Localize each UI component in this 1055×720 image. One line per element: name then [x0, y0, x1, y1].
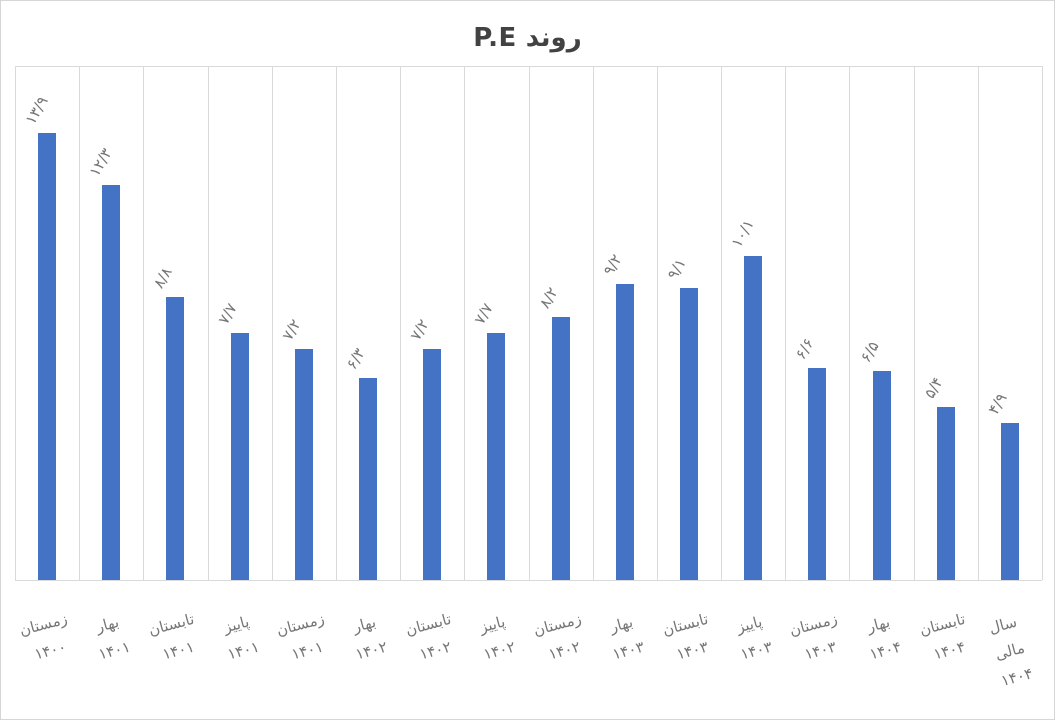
plot-area: ۱۳/۹ زمستان ۱۴۰۰ ۱۲/۳ بهار ۱۴۰۱ ۸/۸ تابستان ۱۴۰۱…	[15, 66, 1043, 690]
bar-value-label: ۷/۷	[214, 299, 241, 328]
x-tick-label: بهار ۱۴۰۲	[351, 612, 390, 664]
bar-value-label: ۴/۹	[984, 389, 1011, 418]
bar	[102, 184, 121, 580]
category-gridline	[335, 66, 337, 580]
x-tick-label: تابستان ۱۴۰۱	[147, 609, 197, 664]
bar	[679, 287, 698, 580]
bar	[38, 133, 57, 580]
bar-value-label: ۶/۳	[342, 344, 369, 373]
bar	[615, 284, 634, 580]
x-tick-label: زمستان ۱۴۰۰	[17, 609, 70, 664]
x-tick-label: تابستان ۱۴۰۴	[917, 609, 967, 664]
bar-value-label: ۷/۲	[406, 315, 433, 344]
bar	[744, 255, 763, 580]
category-gridline	[721, 66, 723, 580]
bar	[936, 406, 955, 580]
bar-value-label: ۱۰/۱	[727, 215, 758, 251]
category-gridline	[464, 66, 466, 580]
category-gridline	[15, 66, 16, 580]
category-gridline	[592, 66, 594, 580]
bar	[551, 316, 570, 580]
category-gridline	[143, 66, 145, 580]
bar-value-label: ۱۳/۹	[21, 93, 52, 128]
bar-value-label: ۸/۸	[150, 264, 177, 292]
bar-value-label: ۸/۲	[535, 283, 562, 312]
x-tick-label: بهار ۱۴۰۱	[94, 612, 133, 664]
category-gridline	[785, 66, 787, 580]
bar	[487, 332, 506, 580]
x-tick-label: زمستان ۱۴۰۱	[274, 609, 327, 664]
category-gridline	[207, 66, 209, 580]
bar-value-label: ۶/۵	[856, 338, 883, 366]
bar	[872, 371, 891, 580]
x-tick-label: پاییز ۱۴۰۳	[734, 612, 775, 664]
bar	[423, 348, 442, 580]
x-tick-label: پاییز ۱۴۰۱	[221, 612, 261, 664]
bar	[359, 377, 378, 580]
x-tick-label: سال مالی ۱۴۰۴	[986, 612, 1035, 690]
bar-value-label: ۱۲/۳	[85, 145, 117, 180]
category-gridline	[79, 66, 81, 580]
bar-value-label: ۹/۲	[599, 251, 626, 279]
x-tick-label: تابستان ۱۴۰۲	[403, 609, 454, 664]
category-gridline	[913, 66, 915, 580]
category-gridline	[849, 66, 851, 580]
category-gridline	[656, 66, 658, 580]
chart-title: روند P.E	[473, 23, 582, 53]
bar-value-label: ۵/۴	[920, 373, 947, 402]
bar	[166, 297, 185, 580]
bar-value-label: ۹/۱	[663, 254, 690, 283]
bar	[808, 367, 827, 580]
category-gridline	[400, 66, 402, 580]
category-gridline	[977, 66, 979, 580]
category-gridline	[1042, 66, 1043, 580]
x-tick-label: بهار ۱۴۰۴	[864, 612, 903, 664]
bar	[230, 332, 249, 580]
bar-value-label: ۷/۲	[278, 315, 305, 344]
category-gridline	[271, 66, 273, 580]
x-tick-label: تابستان ۱۴۰۳	[660, 609, 711, 664]
x-tick-label: بهار ۱۴۰۳	[607, 612, 647, 664]
x-axis-line	[15, 580, 1042, 581]
bar-value-label: ۶/۶	[791, 335, 819, 363]
x-tick-label: پاییز ۱۴۰۲	[478, 612, 518, 664]
bar	[294, 348, 313, 580]
bar-value-label: ۷/۷	[470, 299, 498, 328]
x-tick-label: زمستان ۱۴۰۳	[787, 609, 840, 664]
x-tick-label: زمستان ۱۴۰۲	[531, 609, 583, 664]
bar	[1000, 422, 1019, 580]
category-gridline	[528, 66, 530, 580]
